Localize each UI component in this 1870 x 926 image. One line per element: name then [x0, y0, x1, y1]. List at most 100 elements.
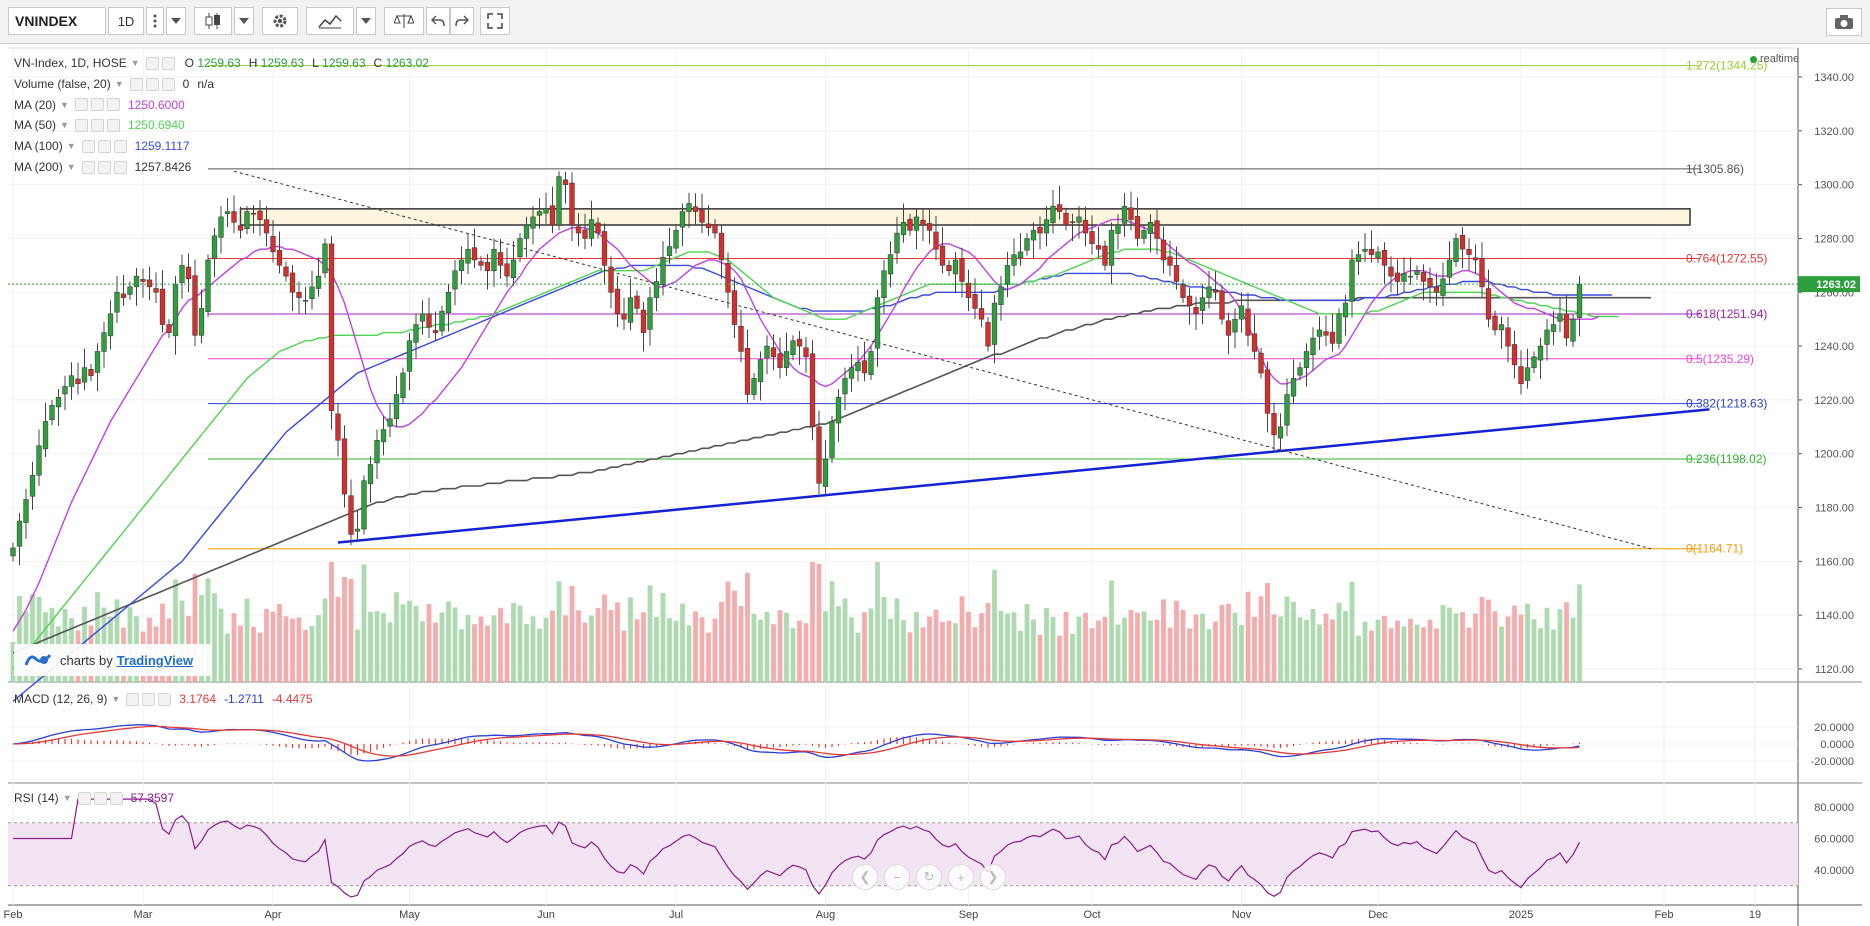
volume-bar [30, 594, 35, 682]
candle-body [1550, 324, 1557, 332]
indicators-dropdown-icon[interactable] [356, 7, 376, 35]
volume-bar [920, 627, 926, 682]
candle-body [198, 308, 205, 336]
volume-bar [1531, 619, 1537, 682]
camera-icon[interactable] [1826, 8, 1862, 36]
volume-bar [842, 598, 848, 682]
candle-body [1505, 327, 1511, 347]
volume-bar [433, 622, 438, 682]
candle-body [426, 313, 432, 328]
zoom-out-icon[interactable]: − [884, 864, 910, 890]
settings-small-icon[interactable] [90, 119, 104, 133]
candle-body [224, 211, 231, 214]
volume-bar [1525, 603, 1530, 682]
undo-icon[interactable] [426, 7, 450, 35]
chevron-down-icon[interactable]: ▼ [111, 694, 121, 705]
eye-icon[interactable] [126, 692, 140, 706]
volume-bar [257, 632, 263, 682]
settings-small-icon[interactable] [93, 791, 107, 805]
chart-type-dropdown-icon[interactable] [234, 7, 254, 35]
chevron-down-icon[interactable]: ▼ [62, 793, 72, 804]
candle-body [523, 224, 530, 239]
volume-bar [160, 603, 165, 682]
chevron-down-icon[interactable]: ▼ [114, 78, 124, 89]
gear-icon[interactable] [262, 7, 298, 35]
candle-body [120, 293, 127, 298]
x-tick-label: 19 [1749, 909, 1761, 921]
eye-icon[interactable] [74, 98, 88, 112]
interval-dropdown-icon[interactable] [166, 7, 186, 35]
symbol-input[interactable]: VNINDEX [8, 7, 106, 35]
settings-small-icon[interactable] [145, 77, 159, 91]
settings-small-icon[interactable] [161, 56, 175, 70]
settings-small-icon[interactable] [142, 692, 156, 706]
volume-bar [303, 629, 308, 682]
chevron-down-icon[interactable]: ▼ [66, 161, 76, 172]
candle-body [302, 300, 309, 302]
chevron-down-icon[interactable]: ▼ [60, 99, 69, 110]
close-icon[interactable] [106, 119, 120, 133]
eye-icon[interactable] [74, 119, 88, 133]
volume-bar [212, 593, 217, 682]
candle-body [816, 426, 822, 484]
more-vert-icon[interactable] [146, 7, 164, 35]
eye-icon[interactable] [81, 140, 95, 154]
zoom-in-icon[interactable]: + [948, 864, 974, 890]
volume-bar [732, 590, 737, 682]
close-icon[interactable] [113, 140, 127, 154]
candle-body [1401, 273, 1407, 282]
volume-bar [381, 613, 386, 682]
close-icon[interactable] [161, 77, 175, 91]
reset-icon[interactable]: ↻ [916, 864, 942, 890]
y-tick-label: 1300.00 [1814, 180, 1854, 192]
candle-body [900, 222, 907, 235]
close-icon[interactable] [106, 98, 120, 112]
close-icon[interactable] [109, 791, 123, 805]
close-icon[interactable] [158, 692, 172, 706]
candle-body [751, 378, 757, 395]
close-icon[interactable] [113, 160, 127, 174]
candles-icon[interactable] [194, 7, 232, 35]
volume-bar [1362, 621, 1368, 682]
tradingview-watermark[interactable]: charts by TradingView [14, 644, 212, 676]
candle-body [1459, 234, 1466, 250]
y-tick-label: 1320.00 [1814, 126, 1854, 138]
compare-icon[interactable] [384, 7, 424, 35]
interval-button[interactable]: 1D [108, 7, 144, 35]
y-tick-label: 1220.00 [1814, 395, 1854, 407]
chevron-down-icon[interactable]: ▼ [66, 141, 76, 152]
candle-body [1375, 251, 1381, 259]
volume-bar [95, 592, 100, 682]
candle-body [263, 219, 270, 234]
eye-icon[interactable] [81, 160, 95, 174]
eye-icon[interactable] [77, 791, 91, 805]
candle-body [1381, 250, 1388, 266]
candle-body [738, 325, 744, 352]
eye-icon[interactable] [129, 77, 143, 91]
chevron-down-icon[interactable]: ▼ [130, 58, 140, 68]
candle-body [926, 223, 933, 231]
settings-small-icon[interactable] [90, 98, 104, 112]
volume-bar [407, 600, 412, 682]
redo-icon[interactable] [450, 7, 474, 35]
scroll-left-icon[interactable]: ❮ [852, 864, 878, 890]
indicators-icon[interactable] [306, 7, 354, 35]
candle-body [1245, 308, 1251, 336]
candle-body [335, 413, 341, 441]
y-tick-label: 1240.00 [1814, 341, 1854, 353]
realtime-dot-icon [1750, 55, 1757, 63]
chevron-down-icon[interactable]: ▼ [60, 120, 69, 131]
candle-body [1388, 266, 1394, 277]
ohlc-low: 1259.63 [322, 56, 366, 70]
settings-small-icon[interactable] [97, 140, 111, 154]
scroll-right-icon[interactable]: ❯ [980, 864, 1006, 890]
volume-bar [485, 625, 490, 682]
candle-body [289, 272, 296, 293]
volume-bar [1200, 613, 1205, 682]
fullscreen-icon[interactable] [480, 7, 510, 35]
settings-small-icon[interactable] [97, 160, 111, 174]
candle-body [803, 347, 809, 358]
candle-body [192, 275, 198, 336]
eye-icon[interactable] [145, 56, 159, 70]
